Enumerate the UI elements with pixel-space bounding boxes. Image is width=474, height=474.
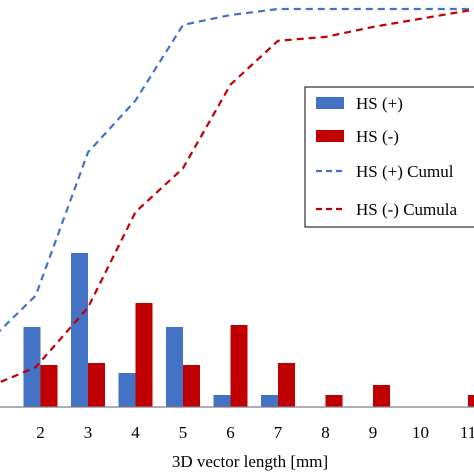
x-tick-label-5: 5: [179, 423, 188, 442]
legend-swatch-hs-minus: [316, 130, 344, 142]
bar-hs-plus-3: [71, 253, 88, 407]
bars-layer: [23, 253, 474, 407]
bar-hs-minus-11: [468, 395, 474, 407]
legend-label-hs-minus-cumulative: HS (-) Cumula: [356, 200, 458, 219]
line-hs-plus-cumulative: [0, 7, 474, 333]
legend-label-hs-minus: HS (-): [356, 127, 399, 146]
bar-hs-plus-4: [118, 373, 136, 407]
line-hs-minus-cumulative: [0, 8, 474, 384]
lines-layer: [0, 7, 474, 384]
x-tick-label-6: 6: [226, 423, 235, 442]
x-tick-label-9: 9: [369, 423, 378, 442]
bar-hs-minus-9: [373, 385, 390, 407]
x-tick-label-4: 4: [131, 423, 140, 442]
bar-hs-minus-6: [230, 325, 248, 407]
x-tick-labels: 1234567891011: [36, 423, 474, 442]
bar-hs-minus-4: [135, 303, 153, 407]
bar-hs-plus-5: [166, 327, 183, 407]
bar-hs-plus-7: [261, 395, 278, 407]
legend-swatch-hs-plus: [316, 97, 344, 109]
x-tick-label-3: 3: [84, 423, 93, 442]
x-tick-label-8: 8: [321, 423, 330, 442]
x-tick-label-7: 7: [274, 423, 283, 442]
bar-hs-minus-2: [40, 365, 58, 407]
x-tick-label-2: 2: [36, 423, 45, 442]
bar-hs-minus-5: [183, 365, 200, 407]
legend: HS (+) HS (-) HS (+) Cumul HS (-) Cumula: [304, 86, 474, 228]
x-axis-title: 3D vector length [mm]: [172, 452, 328, 471]
bar-hs-plus-6: [213, 395, 231, 407]
legend-box: [304, 86, 474, 228]
bar-hs-minus-8: [325, 395, 343, 407]
legend-label-hs-plus: HS (+): [356, 94, 403, 113]
legend-label-hs-plus-cumulative: HS (+) Cumul: [356, 162, 454, 181]
bar-hs-plus-2: [23, 327, 41, 407]
x-tick-label-11: 11: [460, 423, 474, 442]
bar-hs-minus-3: [88, 363, 105, 407]
x-tick-label-10: 10: [412, 423, 429, 442]
bar-hs-minus-7: [278, 363, 295, 407]
